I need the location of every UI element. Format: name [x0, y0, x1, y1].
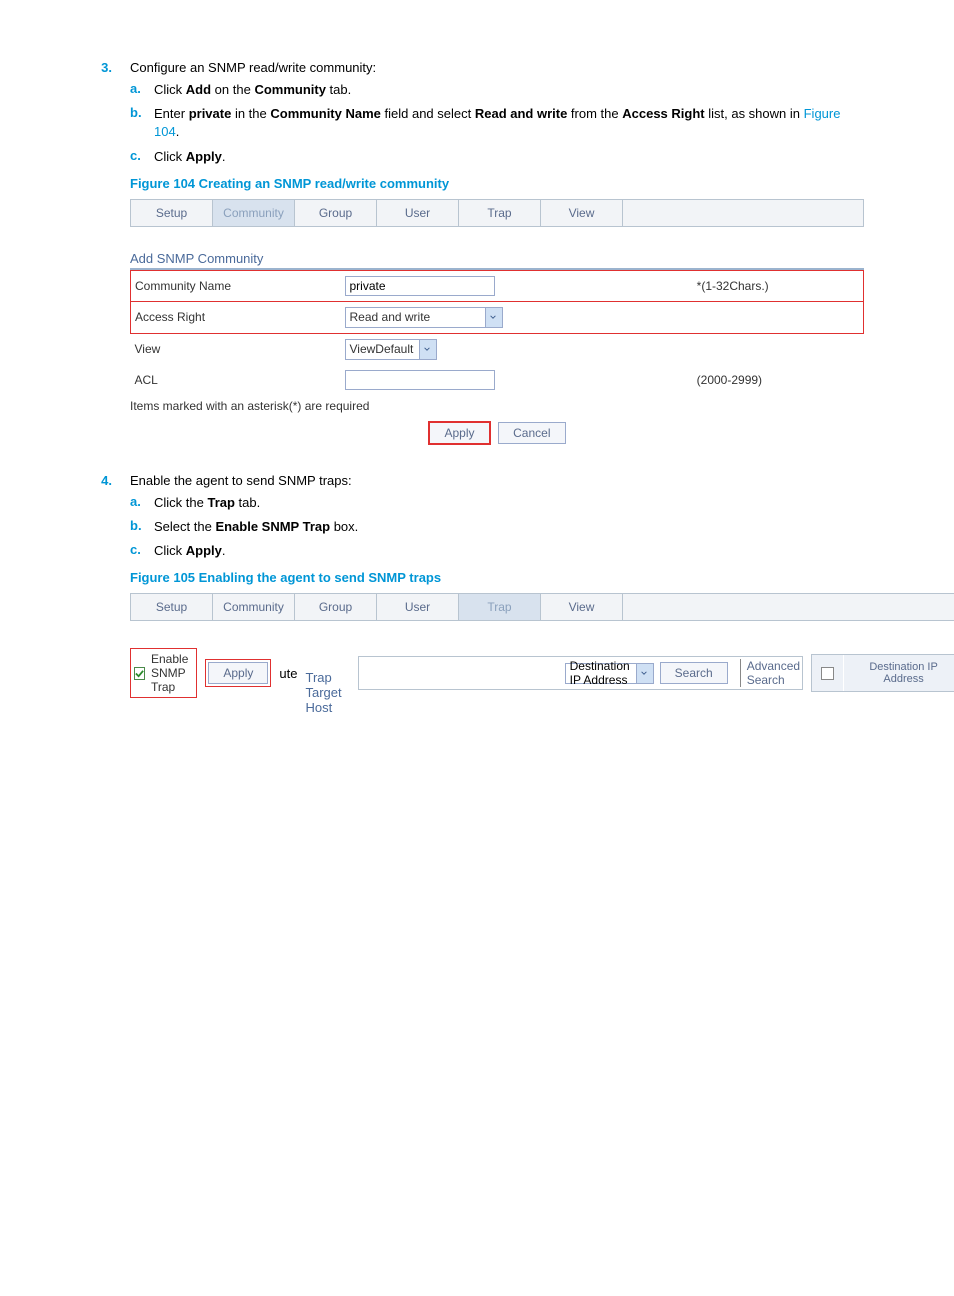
tab-group[interactable]: Group	[295, 594, 377, 620]
select-access-right[interactable]: Read and write	[345, 307, 503, 328]
substep-text: Enter private in the Community Name fiel…	[154, 105, 864, 141]
apply-highlight: Apply	[205, 659, 271, 687]
tab-user[interactable]: User	[377, 200, 459, 226]
substep-4b: b. Select the Enable SNMP Trap box.	[130, 518, 954, 536]
search-input[interactable]	[361, 664, 561, 682]
tab-group[interactable]: Group	[295, 200, 377, 226]
substep-text: Click Add on the Community tab.	[154, 81, 864, 99]
label-access-right: Access Right	[131, 301, 341, 333]
row-view: View ViewDefault	[131, 333, 864, 365]
substep-text: Click Apply.	[154, 148, 864, 166]
step-number: 4.	[90, 473, 130, 1049]
tab-trap[interactable]: Trap	[459, 594, 541, 620]
tab-setup[interactable]: Setup	[131, 200, 213, 226]
substep-text: Click the Trap tab.	[154, 494, 954, 512]
substep-letter: b.	[130, 105, 154, 141]
substep-3a: a. Click Add on the Community tab.	[130, 81, 864, 99]
figure-105: Setup Community Group User Trap View Ena…	[130, 593, 954, 717]
figure-caption: Figure 104 Creating an SNMP read/write c…	[130, 176, 864, 191]
tab-setup[interactable]: Setup	[131, 594, 213, 620]
tab-trap[interactable]: Trap	[459, 200, 541, 226]
hint-acl: (2000-2999)	[693, 365, 864, 395]
select-search-field[interactable]: Destination IP Address	[565, 663, 654, 684]
tab-view[interactable]: View	[541, 594, 623, 620]
enable-snmp-trap-row: Enable SNMP Trap Apply ute Trap Target H…	[130, 629, 954, 717]
select-view[interactable]: ViewDefault	[345, 339, 438, 360]
row-acl: ACL (2000-2999)	[131, 365, 864, 395]
step-intro: Configure an SNMP read/write community:	[130, 60, 864, 75]
substep-letter: b.	[130, 518, 154, 536]
select-all-checkbox[interactable]	[812, 655, 844, 691]
advanced-search-link[interactable]: Advanced Search	[740, 659, 800, 687]
figure-104: Setup Community Group User Trap View Add…	[130, 199, 864, 445]
tab-community[interactable]: Community	[213, 594, 295, 620]
substep-4a: a. Click the Trap tab.	[130, 494, 954, 512]
tab-bar: Setup Community Group User Trap View	[130, 593, 954, 621]
chevron-down-icon	[485, 308, 502, 327]
section-title: Trap Target Host	[305, 670, 341, 715]
button-row: Apply Cancel	[130, 421, 864, 445]
label-acl: ACL	[131, 365, 341, 395]
substep-letter: a.	[130, 494, 154, 512]
checkbox-enable-snmp-trap[interactable]	[134, 667, 145, 680]
substep-4c: c. Click Apply.	[130, 542, 954, 560]
row-access-right: Access Right Read and write	[131, 301, 864, 333]
substep-letter: c.	[130, 542, 154, 560]
step-number: 3.	[90, 60, 130, 465]
hint-community-name: *(1-32Chars.)	[693, 270, 864, 301]
label-view: View	[131, 333, 341, 365]
tab-spacer	[623, 594, 954, 620]
form-table: Community Name *(1-32Chars.) Access Righ…	[130, 270, 864, 395]
apply-button[interactable]: Apply	[428, 421, 490, 445]
substep-letter: a.	[130, 81, 154, 99]
tab-bar: Setup Community Group User Trap View	[130, 199, 864, 227]
required-note: Items marked with an asterisk(*) are req…	[130, 399, 864, 413]
substep-3b: b. Enter private in the Community Name f…	[130, 105, 864, 141]
substep-3c: c. Click Apply.	[130, 148, 864, 166]
input-community-name[interactable]	[345, 276, 495, 296]
chevron-down-icon	[419, 340, 436, 359]
substep-text: Click Apply.	[154, 542, 954, 560]
col-dest-ip: Destination IP Address	[844, 655, 954, 691]
section-title: Add SNMP Community	[130, 251, 864, 266]
tab-view[interactable]: View	[541, 200, 623, 226]
table-header: Destination IP Address IPv4/IPv6/Domain …	[811, 654, 954, 692]
search-button[interactable]: Search	[660, 662, 728, 684]
cancel-button[interactable]: Cancel	[498, 422, 565, 444]
row-community-name: Community Name *(1-32Chars.)	[131, 270, 864, 301]
step-4: 4. Enable the agent to send SNMP traps: …	[90, 473, 864, 1049]
search-row: Destination IP Address Search Advanced S…	[358, 656, 803, 690]
substep-letter: c.	[130, 148, 154, 166]
step-3: 3. Configure an SNMP read/write communit…	[90, 60, 864, 465]
step-intro: Enable the agent to send SNMP traps:	[130, 473, 954, 488]
label-enable-snmp-trap: Enable SNMP Trap	[151, 652, 190, 694]
apply-button[interactable]: Apply	[208, 662, 268, 684]
search-input-wrap	[361, 664, 561, 682]
input-acl[interactable]	[345, 370, 495, 390]
substep-text: Select the Enable SNMP Trap box.	[154, 518, 954, 536]
tab-community[interactable]: Community	[213, 200, 295, 226]
tab-user[interactable]: User	[377, 594, 459, 620]
chevron-down-icon	[636, 664, 653, 683]
label-community-name: Community Name	[131, 270, 341, 301]
figure-caption: Figure 105 Enabling the agent to send SN…	[130, 570, 954, 585]
tab-spacer	[623, 200, 863, 226]
